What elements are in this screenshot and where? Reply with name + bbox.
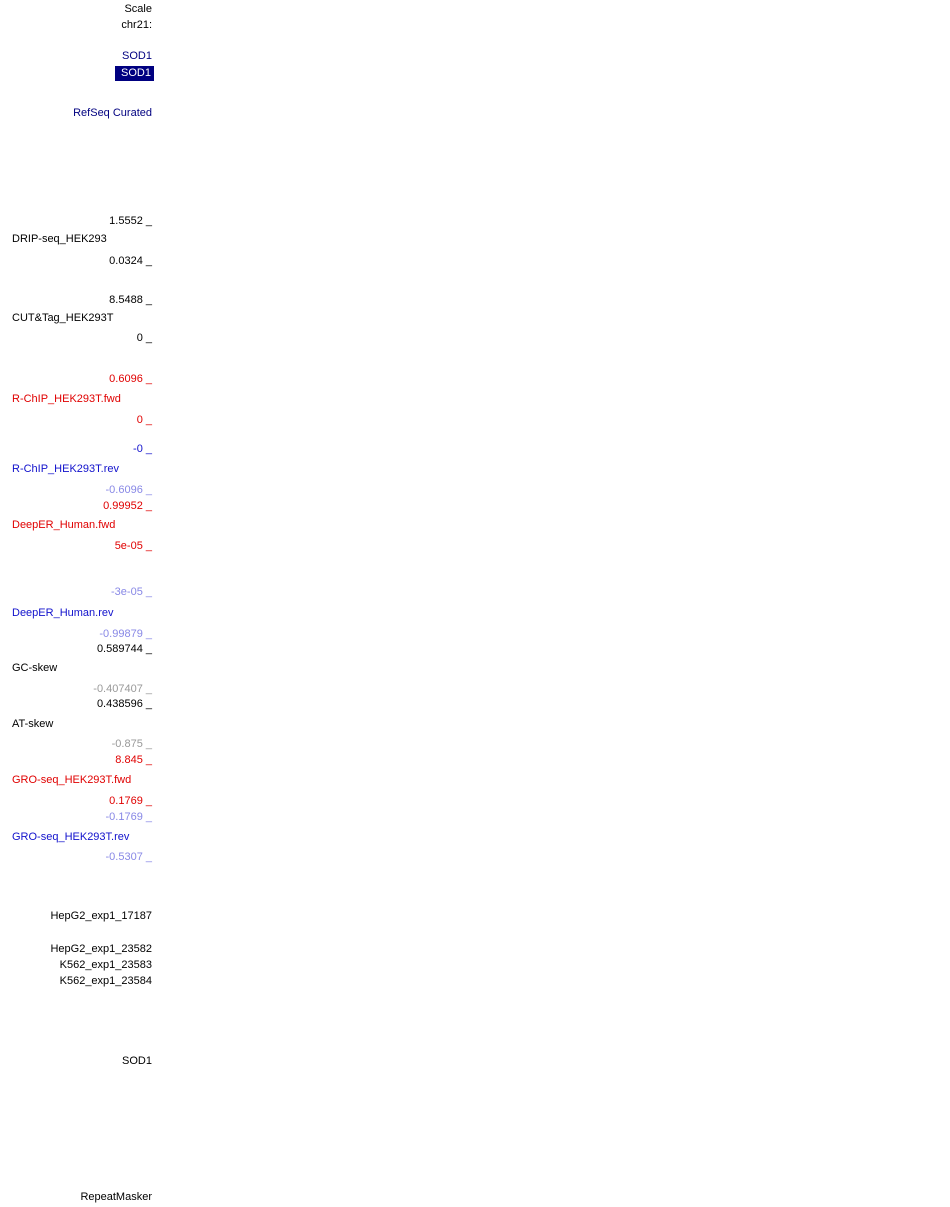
track-lower-limit-deeper-human-rev: -0.99879 _	[99, 628, 152, 640]
track-label-r-chip-hek293t-fwd[interactable]: R-ChIP_HEK293T.fwd	[12, 393, 121, 405]
track-upper-limit-drip-seq-hek293: 1.5552 _	[109, 215, 152, 227]
track-lower-limit-gc-skew: -0.407407 _	[93, 683, 152, 695]
peak-item-k562-exp1-23583[interactable]: K562_exp1_23583	[59, 959, 152, 971]
track-label-deeper-human-rev[interactable]: DeepER_Human.rev	[12, 607, 114, 619]
track-label-r-chip-hek293t-rev[interactable]: R-ChIP_HEK293T.rev	[12, 463, 119, 475]
track-lower-limit-drip-seq-hek293: 0.0324 _	[109, 255, 152, 267]
track-lower-limit-r-chip-hek293t-rev: -0.6096 _	[105, 484, 152, 496]
refseq-curated-label[interactable]: RefSeq Curated	[73, 107, 152, 119]
track-upper-limit-gro-seq-hek293t-rev: -0.1769 _	[105, 811, 152, 823]
track-lower-limit-gro-seq-hek293t-rev: -0.5307 _	[105, 851, 152, 863]
gene-item-sod1-highlighted-label: SOD1	[121, 67, 151, 79]
track-lower-limit-r-chip-hek293t-fwd: 0 _	[136, 414, 152, 426]
track-lower-limit-deeper-human-fwd: 5e-05 _	[114, 540, 152, 552]
gene-item-sod1-bottom[interactable]: SOD1	[122, 1055, 152, 1067]
position-label: chr21:	[121, 19, 152, 31]
track-upper-limit-r-chip-hek293t-fwd: 0.6096 _	[109, 373, 152, 385]
track-upper-limit-at-skew: 0.438596 _	[96, 698, 152, 710]
track-upper-limit-deeper-human-rev: -3e-05 _	[111, 586, 152, 598]
track-lower-limit-at-skew: -0.875 _	[111, 738, 152, 750]
track-upper-limit-cut-tag-hek293t: 8.5488 _	[109, 294, 152, 306]
track-label-drip-seq-hek293[interactable]: DRIP-seq_HEK293	[12, 233, 107, 245]
track-label-gc-skew[interactable]: GC-skew	[12, 662, 58, 674]
peak-item-hepg2-exp1-17187[interactable]: HepG2_exp1_17187	[50, 910, 152, 922]
track-label-at-skew[interactable]: AT-skew	[12, 718, 54, 730]
track-upper-limit-gc-skew: 0.589744 _	[96, 643, 152, 655]
track-lower-limit-cut-tag-hek293t: 0 _	[136, 332, 152, 344]
track-upper-limit-r-chip-hek293t-rev: -0 _	[133, 443, 152, 455]
scale-label: Scale	[124, 3, 152, 15]
track-upper-limit-gro-seq-hek293t-fwd: 8.845 _	[115, 754, 152, 766]
peak-item-hepg2-exp1-23582[interactable]: HepG2_exp1_23582	[50, 943, 152, 955]
track-label-deeper-human-fwd[interactable]: DeepER_Human.fwd	[12, 519, 116, 531]
track-upper-limit-deeper-human-fwd: 0.99952 _	[103, 500, 152, 512]
gene-item-sod1[interactable]: SOD1	[122, 50, 152, 62]
peak-item-k562-exp1-23584[interactable]: K562_exp1_23584	[59, 975, 152, 987]
track-lower-limit-gro-seq-hek293t-fwd: 0.1769 _	[109, 795, 152, 807]
gene-item-sod1-highlighted[interactable]: SOD1	[115, 66, 154, 81]
track-label-gro-seq-hek293t-fwd[interactable]: GRO-seq_HEK293T.fwd	[12, 774, 132, 786]
repeatmasker-label[interactable]: RepeatMasker	[80, 1191, 152, 1203]
track-label-cut-tag-hek293t[interactable]: CUT&Tag_HEK293T	[12, 312, 114, 324]
track-label-gro-seq-hek293t-rev[interactable]: GRO-seq_HEK293T.rev	[12, 831, 130, 843]
